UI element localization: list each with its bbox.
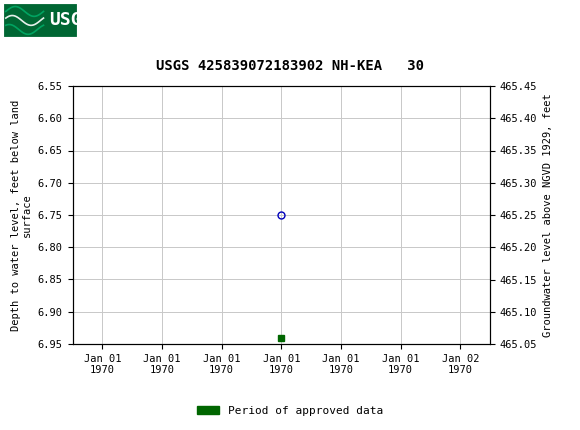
Y-axis label: Depth to water level, feet below land
surface: Depth to water level, feet below land su… [10, 99, 32, 331]
FancyBboxPatch shape [3, 3, 78, 38]
Legend: Period of approved data: Period of approved data [193, 401, 387, 420]
Text: USGS: USGS [49, 12, 93, 29]
Y-axis label: Groundwater level above NGVD 1929, feet: Groundwater level above NGVD 1929, feet [543, 93, 553, 337]
Text: USGS 425839072183902 NH-KEA   30: USGS 425839072183902 NH-KEA 30 [156, 59, 424, 73]
